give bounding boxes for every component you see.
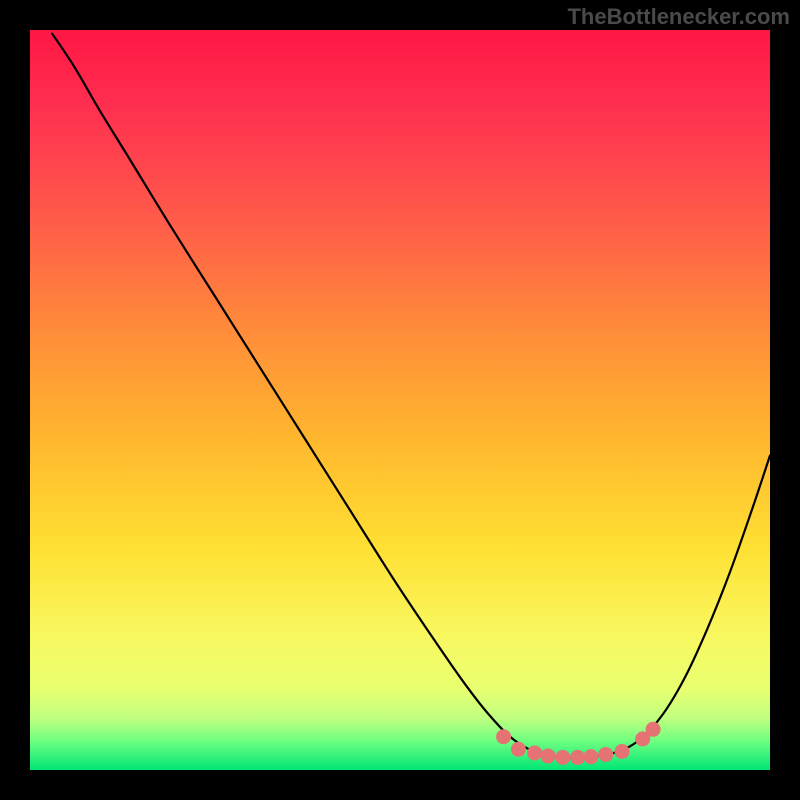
marker-point <box>615 744 630 759</box>
marker-point <box>511 742 526 757</box>
plot-area <box>30 30 770 770</box>
marker-point <box>555 750 570 765</box>
chart-container: TheBottlenecker.com <box>0 0 800 800</box>
gradient-background <box>30 30 770 770</box>
marker-point <box>496 729 511 744</box>
marker-point <box>598 747 613 762</box>
marker-point <box>570 750 585 765</box>
marker-point <box>527 745 542 760</box>
gradient-line-chart <box>30 30 770 770</box>
marker-point <box>541 748 556 763</box>
marker-point <box>583 749 598 764</box>
watermark-text: TheBottlenecker.com <box>567 4 790 30</box>
marker-point <box>646 722 661 737</box>
